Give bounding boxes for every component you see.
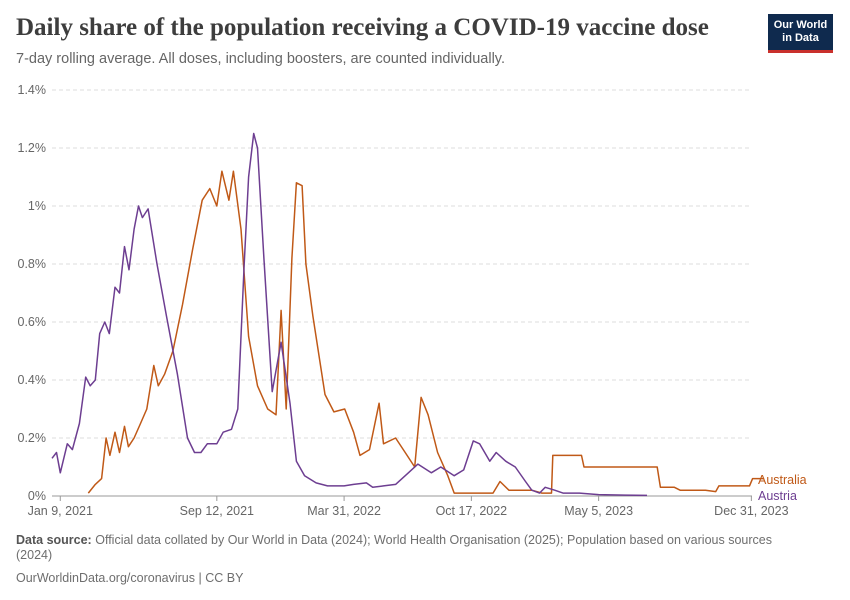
x-tick-label: Oct 17, 2022 bbox=[436, 504, 508, 518]
license-link[interactable]: OurWorldinData.org/coronavirus | CC BY bbox=[16, 571, 244, 585]
chart-subtitle: 7-day rolling average. All doses, includ… bbox=[16, 51, 505, 67]
source-text: Official data collated by Our World in D… bbox=[16, 533, 772, 562]
y-tick-label: 0.8% bbox=[18, 257, 47, 271]
logo-line-1: Our World bbox=[773, 19, 828, 31]
chart-title: Daily share of the population receiving … bbox=[16, 14, 709, 41]
series-line-australia bbox=[87, 170, 765, 494]
y-tick-label: 0.2% bbox=[18, 431, 47, 445]
line-chart: 0% 0.2% 0.4% 0.6% 0.8% 1% 1.2% 1.4% Jan 9, 2021 S… bbox=[18, 83, 807, 518]
y-tick-label: 0% bbox=[28, 489, 46, 503]
y-tick-label: 1.2% bbox=[18, 141, 47, 155]
x-tick-label: Jan 9, 2021 bbox=[28, 504, 93, 518]
logo-line-2: in Data bbox=[782, 32, 819, 44]
y-tick-label: 1% bbox=[28, 199, 46, 213]
x-tick-label: Mar 31, 2022 bbox=[307, 504, 381, 518]
x-tick-label: Dec 31, 2023 bbox=[714, 504, 788, 518]
y-tick-label: 0.6% bbox=[18, 315, 47, 329]
series-label-austria: Austria bbox=[758, 489, 797, 503]
source-note: Data source: Official data collated by O… bbox=[16, 533, 806, 563]
y-tick-label: 0.4% bbox=[18, 373, 47, 387]
y-tick-label: 1.4% bbox=[18, 83, 47, 97]
source-label: Data source: bbox=[16, 533, 92, 547]
series-label-australia: Australia bbox=[758, 473, 807, 487]
x-tick-label: May 5, 2023 bbox=[564, 504, 633, 518]
series-line-austria bbox=[51, 132, 648, 497]
x-tick-label: Sep 12, 2021 bbox=[180, 504, 254, 518]
owid-logo[interactable]: Our World in Data bbox=[768, 14, 833, 53]
